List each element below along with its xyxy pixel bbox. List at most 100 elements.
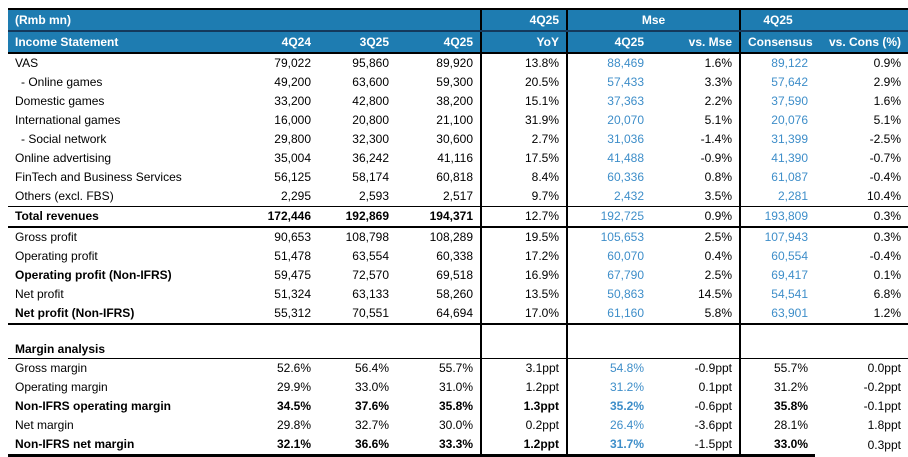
cell-3q25: 72,570 (352, 268, 389, 282)
cell-yoy: 13.8% (481, 53, 568, 73)
col-header-mse-4q25: 4Q25 (567, 31, 651, 54)
cell-consensus: 57,642 (771, 75, 808, 89)
empty-cell (240, 340, 318, 359)
table-row: Non-IFRS net margin 32.1% 36.6% 33.3% 1.2ppt… (8, 435, 908, 457)
financial-results-table: (Rmb mn) 4Q25 Mse 4Q25 Income Statement … (8, 8, 908, 457)
cell-yoy: 19.5% (481, 227, 568, 247)
cell-3q25: 58,174 (352, 170, 389, 184)
cell-vs-cons: 10.4% (866, 189, 901, 203)
cell-3q25: 32.7% (354, 418, 389, 432)
row-label: - Online games (21, 75, 103, 89)
empty-cell (740, 324, 815, 340)
cell-3q25: 2,593 (358, 189, 389, 203)
cell-mse-4q25: 60,336 (607, 170, 644, 184)
cell-3q25: 63,133 (352, 287, 389, 301)
empty-cell (651, 340, 741, 359)
cell-vs-mse: 0.4% (651, 247, 741, 266)
cell-4q25: 35.8% (396, 397, 482, 416)
cell-consensus: 31,399 (771, 132, 808, 146)
row-label: Operating margin (15, 380, 108, 394)
row-label: Operating profit (15, 249, 98, 263)
cell-4q25: 60,338 (396, 247, 482, 266)
cell-4q25: 30,600 (396, 130, 482, 149)
cell-vs-cons: 0.0ppt (867, 361, 901, 375)
cell-consensus: 69,417 (771, 268, 808, 282)
cell-vs-cons: 2.9% (873, 75, 901, 89)
empty-cell (481, 324, 568, 340)
col-header-income-statement: Income Statement (8, 31, 240, 54)
empty-cell (396, 324, 482, 340)
cell-vs-cons: -0.7% (869, 151, 901, 165)
cell-4q24: 32.1% (240, 435, 318, 457)
cell-4q25: 69,518 (396, 266, 482, 285)
row-label: Total revenues (8, 206, 240, 228)
header-rmb-mn: (Rmb mn) (8, 9, 482, 32)
cell-yoy: 0.2ppt (481, 416, 568, 435)
cell-4q24: 52.6% (276, 361, 311, 375)
cell-vs-cons: 0.9% (873, 56, 901, 70)
cell-3q25: 33.0% (354, 380, 389, 394)
cell-vs-cons: -2.5% (869, 132, 901, 146)
cell-vs-mse: -0.9ppt (651, 358, 741, 378)
row-label: - Social network (21, 132, 107, 146)
cell-vs-cons: -0.4% (869, 170, 901, 184)
cell-yoy: 17.5% (481, 149, 568, 168)
cell-vs-mse: 0.1ppt (651, 378, 741, 397)
cell-consensus: 193,809 (740, 206, 815, 228)
header-yoy-quarter: 4Q25 (481, 9, 568, 32)
cell-consensus: 37,590 (771, 94, 808, 108)
cell-vs-mse: 0.9% (651, 206, 741, 228)
cell-4q25: 194,371 (396, 206, 482, 228)
cell-yoy: 3.1ppt (481, 358, 568, 378)
cell-4q25: 108,289 (396, 227, 482, 247)
cell-mse-4q25: 35.2% (609, 399, 644, 413)
cell-3q25: 108,798 (345, 230, 389, 244)
row-label: Non-IFRS net margin (8, 435, 240, 457)
cell-vs-cons: -0.2ppt (863, 380, 901, 394)
cell-3q25: 192,869 (318, 206, 396, 228)
row-label: FinTech and Business Services (15, 170, 182, 184)
cell-vs-mse: -0.9% (651, 149, 741, 168)
cell-mse-4q25: 88,469 (607, 56, 644, 70)
cell-mse-4q25: 105,653 (600, 230, 644, 244)
empty-cell (318, 324, 396, 340)
row-label: Gross margin (15, 361, 88, 375)
cell-vs-cons: 1.8ppt (867, 418, 901, 432)
cell-vs-mse: -0.6ppt (651, 397, 741, 416)
row-label: Others (excl. FBS) (15, 189, 114, 203)
table-row: VAS 79,022 95,860 89,920 13.8% 88,469 1.6% 89,1… (8, 53, 908, 73)
cell-4q24: 51,324 (274, 287, 311, 301)
cell-4q25: 2,517 (396, 187, 482, 207)
cell-vs-cons: 1.6% (873, 94, 901, 108)
cell-mse-4q25: 67,790 (607, 268, 644, 282)
cell-vs-cons: 0.3% (873, 230, 901, 244)
table-row: Operating margin 29.9% 33.0% 31.0% 1.2ppt 31.… (8, 378, 908, 397)
cell-4q24: 29,800 (274, 132, 311, 146)
cell-mse-4q25: 50,863 (607, 287, 644, 301)
cell-4q25: 89,920 (396, 53, 482, 73)
margin-analysis-header-row: Margin analysis (8, 340, 908, 359)
cell-vs-mse: 5.1% (651, 111, 741, 130)
cell-consensus: 35.8% (773, 399, 808, 413)
cell-consensus: 2,281 (777, 189, 808, 203)
cell-3q25: 20,800 (352, 113, 389, 127)
cell-vs-cons: -0.4% (869, 249, 901, 263)
cell-4q24: 90,653 (274, 230, 311, 244)
empty-cell (740, 340, 815, 359)
cell-mse-4q25: 41,488 (607, 151, 644, 165)
empty-cell (396, 340, 482, 359)
cell-vs-mse: 5.8% (651, 304, 741, 325)
cell-4q24: 2,295 (280, 189, 311, 203)
cell-yoy: 31.9% (481, 111, 568, 130)
row-label: Non-IFRS operating margin (15, 399, 171, 413)
cell-mse-4q25: 61,160 (567, 304, 651, 325)
cell-4q24: 29.9% (276, 380, 311, 394)
cell-yoy: 16.9% (481, 266, 568, 285)
row-label: Net profit (Non-IFRS) (8, 304, 240, 325)
cell-yoy: 13.5% (481, 285, 568, 304)
cell-4q24: 55,312 (240, 304, 318, 325)
cell-4q24: 49,200 (274, 75, 311, 89)
table-row: Operating profit (Non-IFRS) 59,475 72,570 6… (8, 266, 908, 285)
table-row: Non-IFRS operating margin 34.5% 37.6% 35.8%… (8, 397, 908, 416)
